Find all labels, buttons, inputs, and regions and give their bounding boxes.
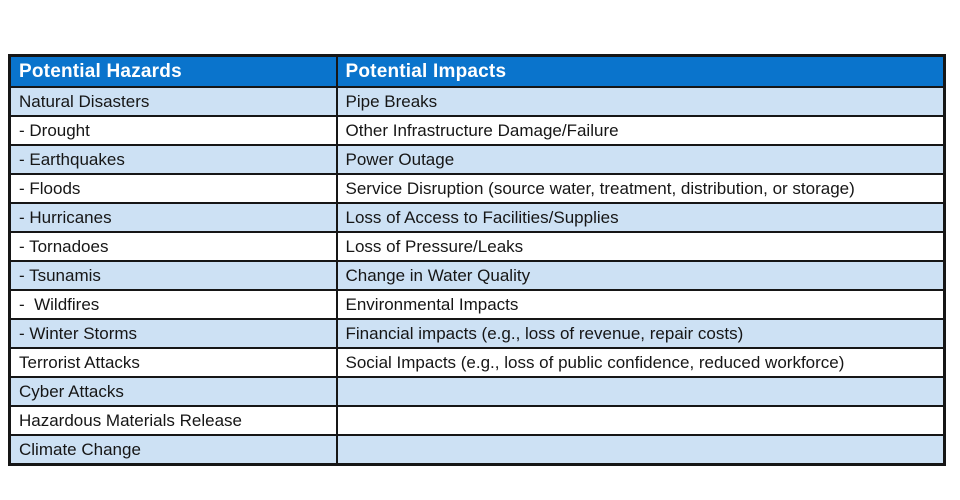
hazard-cell: Hazardous Materials Release	[8, 405, 338, 436]
hazard-cell: - Hurricanes	[8, 202, 338, 233]
table-row: Climate Change	[8, 434, 946, 466]
impact-cell	[335, 405, 946, 436]
table-row: - Wildfires Environmental Impacts	[8, 289, 946, 320]
impact-cell: Loss of Pressure/Leaks	[335, 231, 946, 262]
hazard-cell: - Tornadoes	[8, 231, 338, 262]
impact-cell: Other Infrastructure Damage/Failure	[335, 115, 946, 146]
impact-cell: Loss of Access to Facilities/Supplies	[335, 202, 946, 233]
hazard-cell: Natural Disasters	[8, 86, 338, 117]
hazard-cell: Cyber Attacks	[8, 376, 338, 407]
table-row: Cyber Attacks	[8, 376, 946, 407]
table-row: Hazardous Materials Release	[8, 405, 946, 436]
table-row: - Floods Service Disruption (source wate…	[8, 173, 946, 204]
hazard-cell: - Wildfires	[8, 289, 338, 320]
table-row: - Earthquakes Power Outage	[8, 144, 946, 175]
hazard-cell: Climate Change	[8, 434, 338, 466]
impact-cell: Power Outage	[335, 144, 946, 175]
impact-cell: Financial impacts (e.g., loss of revenue…	[335, 318, 946, 349]
column-header-impacts: Potential Impacts	[335, 54, 946, 88]
table-row: - Hurricanes Loss of Access to Facilitie…	[8, 202, 946, 233]
table-row: - Drought Other Infrastructure Damage/Fa…	[8, 115, 946, 146]
hazards-impacts-table: Potential Hazards Potential Impacts Natu…	[8, 54, 946, 466]
impact-cell: Service Disruption (source water, treatm…	[335, 173, 946, 204]
hazard-cell: - Earthquakes	[8, 144, 338, 175]
impact-cell	[335, 376, 946, 407]
hazard-cell: - Drought	[8, 115, 338, 146]
header-row: Potential Hazards Potential Impacts	[8, 54, 946, 88]
hazard-cell: - Winter Storms	[8, 318, 338, 349]
table-row: - Tsunamis Change in Water Quality	[8, 260, 946, 291]
hazard-cell: - Floods	[8, 173, 338, 204]
impact-cell: Environmental Impacts	[335, 289, 946, 320]
impact-cell: Social Impacts (e.g., loss of public con…	[335, 347, 946, 378]
impact-cell: Pipe Breaks	[335, 86, 946, 117]
table-row: Terrorist Attacks Social Impacts (e.g., …	[8, 347, 946, 378]
impact-cell: Change in Water Quality	[335, 260, 946, 291]
table-row: Natural Disasters Pipe Breaks	[8, 86, 946, 117]
column-header-hazards: Potential Hazards	[8, 54, 338, 88]
hazard-cell: - Tsunamis	[8, 260, 338, 291]
table-row: - Winter Storms Financial impacts (e.g.,…	[8, 318, 946, 349]
impact-cell	[335, 434, 946, 466]
table-row: - Tornadoes Loss of Pressure/Leaks	[8, 231, 946, 262]
hazard-cell: Terrorist Attacks	[8, 347, 338, 378]
